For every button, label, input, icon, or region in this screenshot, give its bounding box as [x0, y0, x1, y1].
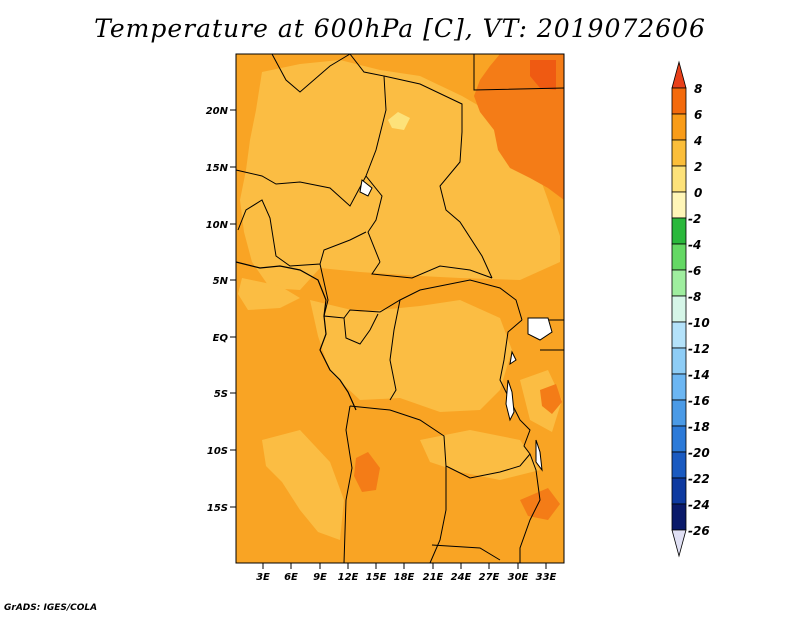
colorbar-swatch [671, 243, 687, 271]
colorbar-swatch [671, 425, 687, 453]
credit-label: GrADS: IGES/COLA [4, 603, 98, 613]
lat-label: 10N [206, 220, 229, 231]
colorbar-swatch [671, 165, 687, 193]
colorbar-label: -4 [688, 238, 701, 252]
colorbar-label: -26 [688, 524, 710, 538]
colorbar-label: 8 [694, 82, 702, 96]
lakes [359, 179, 553, 472]
colorbar-swatch [671, 269, 687, 297]
lat-label: 10S [207, 446, 228, 457]
map-frame [235, 53, 565, 564]
lon-label: 27E [479, 572, 500, 583]
longitude-axis: 3E 6E 9E 12E 15E 18E 21E 24E 27E 30E 33E [256, 563, 557, 583]
lon-label: 24E [451, 572, 472, 583]
colorbar-swatch [671, 113, 687, 141]
colorbar-swatch [671, 477, 687, 505]
lat-label: 20N [206, 106, 229, 117]
temp-area-0-2C-south [310, 300, 512, 412]
lake-malawi [535, 439, 543, 472]
latitude-axis: 20N 15N 10N 5N EQ 5S 10S 15S [206, 106, 236, 514]
colorbar-swatch [671, 139, 687, 167]
country-borders [235, 53, 565, 564]
colorbar-label: -16 [688, 394, 710, 408]
lat-label: 5S [214, 389, 228, 400]
colorbar-label: -18 [688, 420, 710, 434]
colorbar-swatch [671, 503, 687, 531]
colorbar-swatch [671, 451, 687, 479]
temperature-field [238, 54, 564, 540]
colorbar-swatch [671, 373, 687, 401]
temp-area-neg2-0C-patch [388, 112, 410, 130]
temp-area-6-8C-northeast [530, 60, 556, 90]
colorbar-label: 4 [693, 134, 702, 148]
colorbar-label: -2 [688, 212, 701, 226]
colorbar-label: 6 [694, 108, 702, 122]
temp-area-0-2C-east [520, 370, 562, 432]
lake-victoria [527, 317, 553, 341]
lon-label: 33E [536, 572, 557, 583]
lon-label: 15E [366, 572, 387, 583]
lake-chad [359, 179, 373, 197]
lon-label: 9E [313, 572, 327, 583]
lon-label: 3E [256, 572, 270, 583]
lake-kivu [509, 350, 517, 366]
coastline [235, 261, 357, 411]
colorbar: 8 6 4 2 0 -2 -4 -6 -8 -10 -12 -14 -16 -1… [671, 60, 710, 558]
colorbar-swatch [671, 295, 687, 323]
temp-area-4-6C-south [354, 452, 380, 492]
colorbar-boxes [671, 60, 687, 558]
lake-tanganyika [505, 379, 515, 422]
temp-area-4-6C-east [540, 384, 562, 414]
colorbar-swatch [671, 399, 687, 427]
lon-label: 12E [338, 572, 359, 583]
colorbar-bottom-triangle [671, 529, 687, 558]
colorbar-label: -20 [688, 446, 710, 460]
lat-label: 15N [206, 163, 229, 174]
colorbar-top-triangle [671, 60, 687, 89]
colorbar-label: -8 [688, 290, 701, 304]
colorbar-label: -10 [688, 316, 710, 330]
colorbar-label: -6 [688, 264, 701, 278]
colorbar-swatch [671, 347, 687, 375]
colorbar-label: -24 [688, 498, 710, 512]
colorbar-label: 2 [694, 160, 702, 174]
temp-area-0-2C-north [240, 60, 560, 290]
colorbar-label: -22 [688, 472, 710, 486]
temp-area-0-2C-west [238, 278, 300, 310]
colorbar-swatch [671, 321, 687, 349]
lat-label: 5N [213, 276, 229, 287]
lon-label: 30E [508, 572, 529, 583]
lon-label: 21E [423, 572, 444, 583]
colorbar-label: -14 [688, 368, 710, 382]
lat-label: EQ [213, 333, 229, 344]
colorbar-label: -12 [688, 342, 710, 356]
lon-label: 6E [284, 572, 298, 583]
chart-title: Temperature at 600hPa [C], VT: 201907260… [94, 14, 706, 43]
colorbar-label: 0 [694, 186, 702, 200]
temp-area-4-6C-southeast [520, 488, 560, 520]
temp-area-0-2C-sw [262, 430, 344, 540]
colorbar-swatch [671, 217, 687, 245]
lon-label: 18E [394, 572, 415, 583]
colorbar-swatch [671, 191, 687, 219]
lat-label: 15S [207, 503, 228, 514]
colorbar-swatch [671, 87, 687, 115]
temp-area-4-6C-northeast [474, 54, 564, 200]
